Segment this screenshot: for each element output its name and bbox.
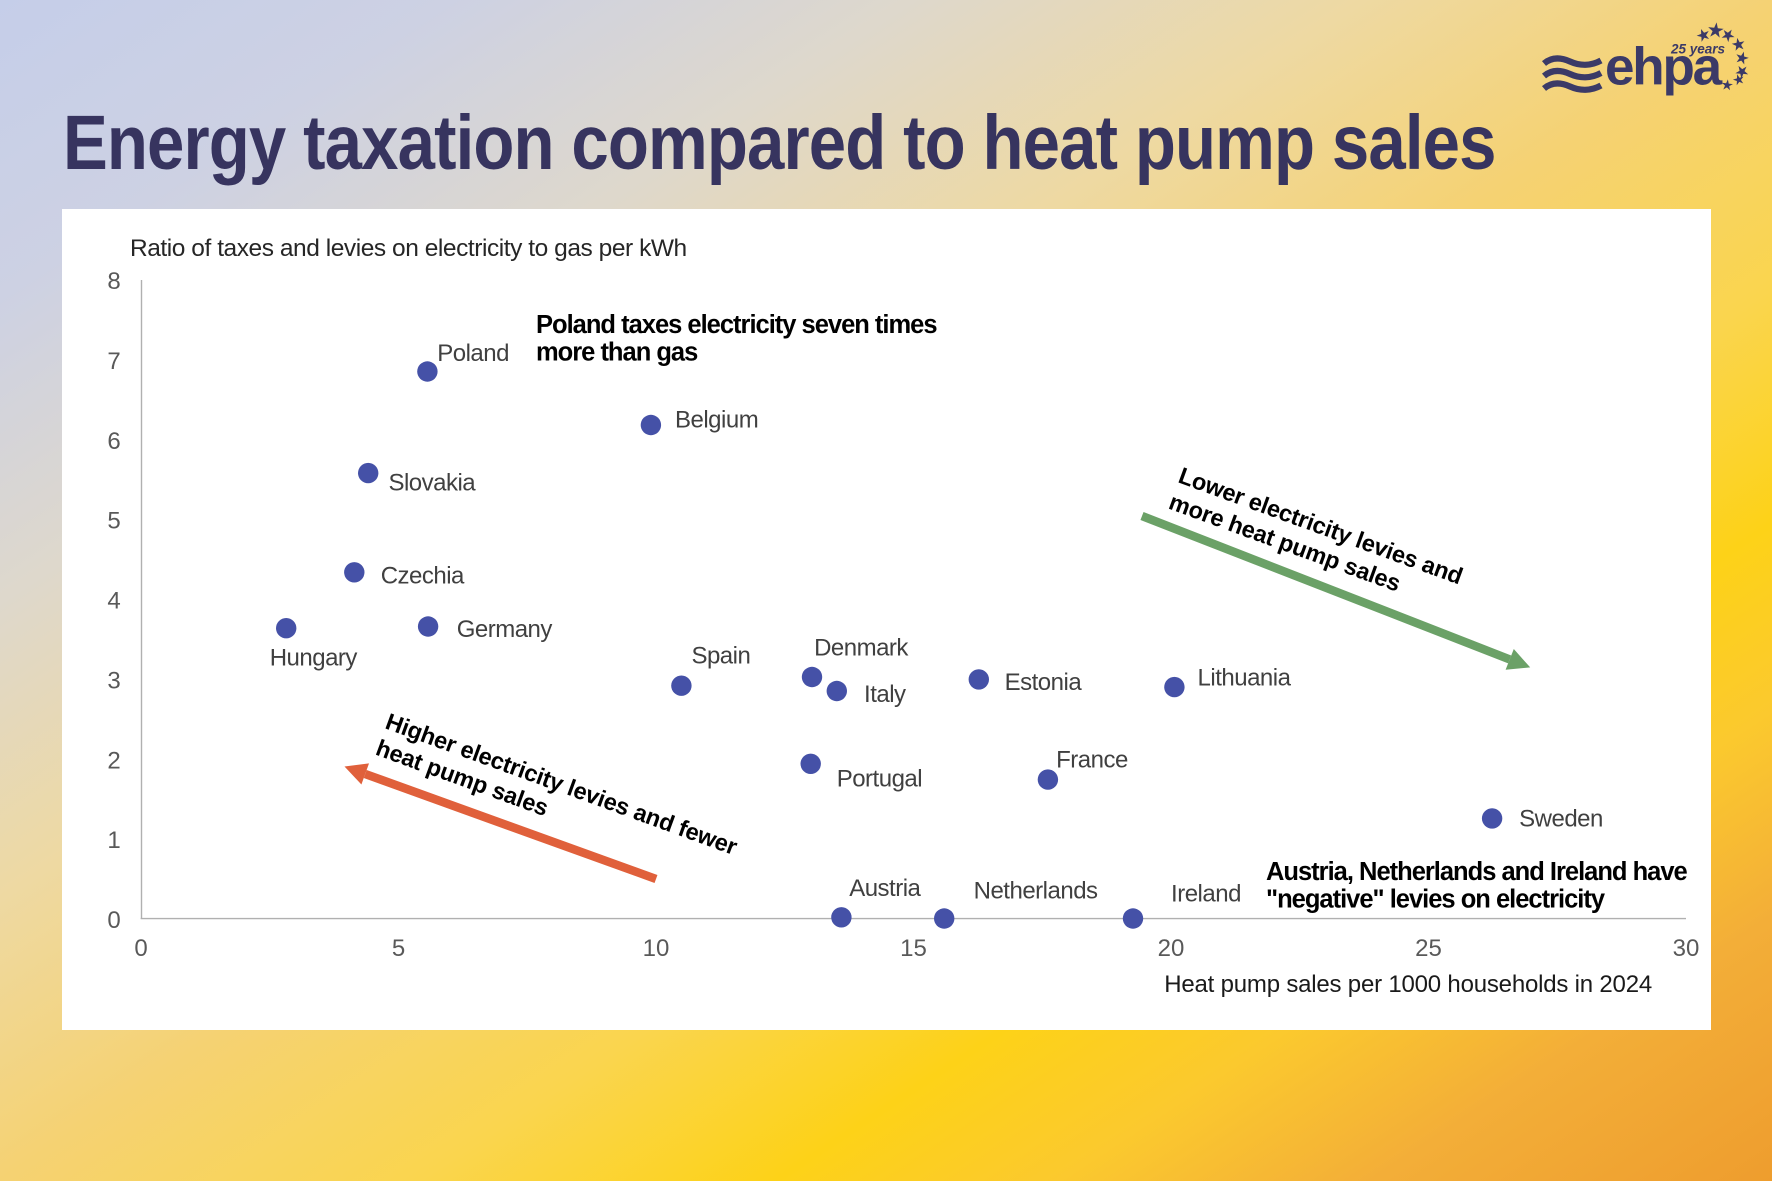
svg-text:Slovakia: Slovakia xyxy=(388,470,476,497)
svg-text:7: 7 xyxy=(107,348,120,375)
svg-text:3: 3 xyxy=(107,667,120,694)
svg-text:15: 15 xyxy=(900,935,927,962)
svg-text:Italy: Italy xyxy=(864,681,906,708)
svg-text:8: 8 xyxy=(107,268,120,295)
svg-text:1: 1 xyxy=(107,827,120,854)
svg-text:Austria, Netherlands and Irela: Austria, Netherlands and Ireland have xyxy=(1266,858,1688,886)
svg-text:"negative" levies on electrici: "negative" levies on electricity xyxy=(1266,886,1606,914)
svg-text:Austria: Austria xyxy=(849,875,921,902)
svg-text:5: 5 xyxy=(392,935,405,962)
svg-text:Portugal: Portugal xyxy=(837,765,922,792)
svg-text:Hungary: Hungary xyxy=(270,645,358,672)
svg-text:2: 2 xyxy=(107,747,120,774)
svg-text:Ireland: Ireland xyxy=(1171,881,1241,908)
svg-text:5: 5 xyxy=(107,508,120,535)
svg-text:10: 10 xyxy=(643,935,670,962)
svg-text:25 years: 25 years xyxy=(1670,42,1726,57)
svg-text:Lithuania: Lithuania xyxy=(1198,665,1292,692)
svg-text:Estonia: Estonia xyxy=(1005,669,1083,696)
svg-text:30: 30 xyxy=(1673,935,1700,962)
svg-text:0: 0 xyxy=(107,907,120,934)
svg-text:6: 6 xyxy=(107,428,120,455)
svg-text:Sweden: Sweden xyxy=(1519,806,1603,833)
svg-text:Spain: Spain xyxy=(691,643,750,670)
svg-text:Poland taxes electricity seven: Poland taxes electricity seven times xyxy=(536,311,937,339)
svg-text:Higher electricity levies and: Higher electricity levies and fewer xyxy=(382,708,740,860)
svg-text:ehpa: ehpa xyxy=(1605,38,1723,97)
svg-text:Poland: Poland xyxy=(437,340,509,367)
svg-text:France: France xyxy=(1056,747,1128,774)
svg-text:0: 0 xyxy=(134,935,147,962)
svg-text:Ratio of taxes and levies on e: Ratio of taxes and levies on electricity… xyxy=(130,235,687,262)
svg-text:more than gas: more than gas xyxy=(536,338,698,366)
svg-text:Heat pump sales per 1000 house: Heat pump sales per 1000 households in 2… xyxy=(1164,971,1652,998)
svg-text:25: 25 xyxy=(1415,935,1442,962)
svg-text:Germany: Germany xyxy=(457,616,553,643)
svg-text:Czechia: Czechia xyxy=(381,562,465,589)
svg-text:Netherlands: Netherlands xyxy=(974,877,1098,904)
svg-text:Denmark: Denmark xyxy=(814,635,909,662)
svg-text:20: 20 xyxy=(1158,935,1185,962)
svg-text:Belgium: Belgium xyxy=(675,407,758,434)
svg-text:4: 4 xyxy=(107,588,120,615)
